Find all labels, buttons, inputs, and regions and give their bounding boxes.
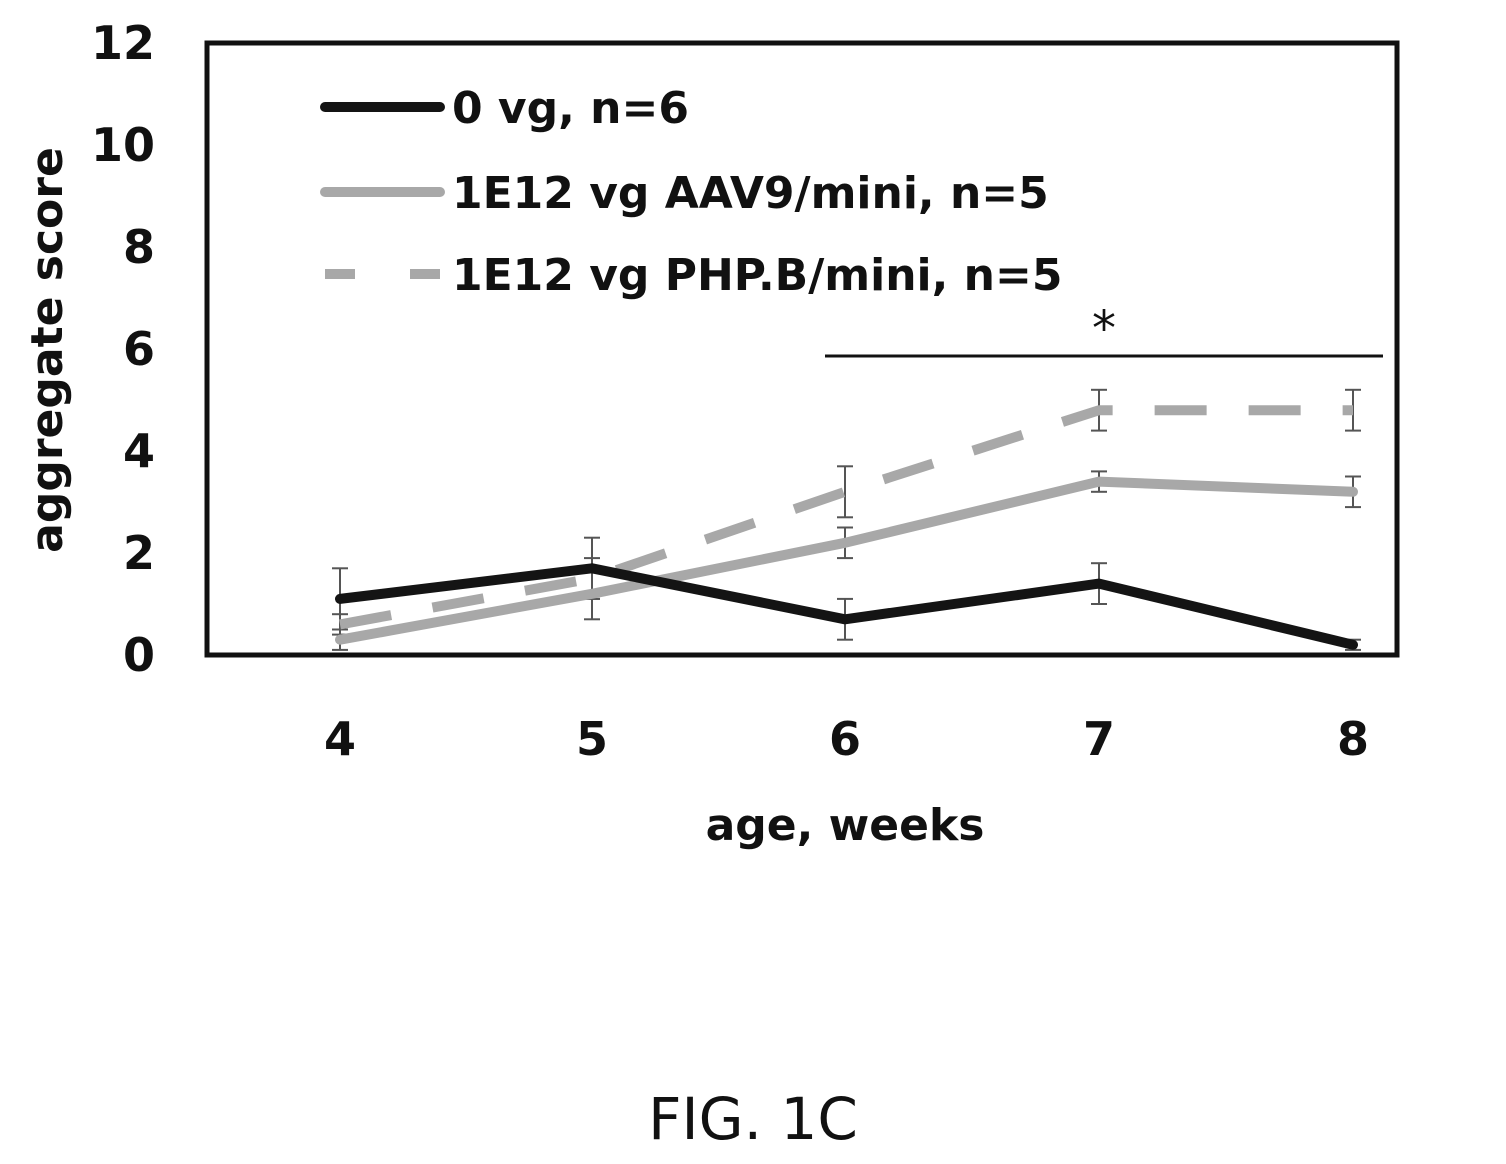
legend-label-2: 1E12 vg PHP.B/mini, n=5 [452, 250, 1062, 301]
x-tick-6: 6 [829, 712, 861, 766]
x-tick-8: 8 [1337, 712, 1369, 766]
y-tick-8: 8 [123, 220, 155, 274]
significance-annotation: * [825, 301, 1383, 358]
y-tick-4: 4 [123, 424, 155, 478]
y-tick-2: 2 [123, 526, 155, 580]
y-tick-12: 12 [91, 16, 155, 70]
legend-label-0: 0 vg, n=6 [452, 83, 689, 134]
y-tick-labels: 0 2 4 6 8 10 12 [91, 16, 155, 682]
x-tick-7: 7 [1083, 712, 1115, 766]
x-axis-label: age, weeks [706, 800, 985, 851]
legend-label-1: 1E12 vg AAV9/mini, n=5 [452, 168, 1049, 219]
y-tick-6: 6 [123, 322, 155, 376]
plot-frame [204, 40, 1400, 658]
figure-caption: FIG. 1C [648, 1085, 858, 1153]
series-line-2 [339, 405, 1353, 630]
series-line-0 [335, 563, 1358, 650]
y-axis-label: aggregate score [22, 147, 73, 553]
y-tick-0: 0 [123, 628, 155, 682]
legend: 0 vg, n=6 1E12 vg AAV9/mini, n=5 1E12 vg P… [320, 83, 1062, 301]
y-tick-10: 10 [91, 118, 155, 172]
x-tick-labels: 4 5 6 7 8 [324, 712, 1369, 766]
series-lines [335, 405, 1358, 650]
series-line-1 [335, 476, 1358, 645]
x-tick-5: 5 [576, 712, 608, 766]
x-tick-4: 4 [324, 712, 356, 766]
significance-star: * [1092, 301, 1116, 357]
